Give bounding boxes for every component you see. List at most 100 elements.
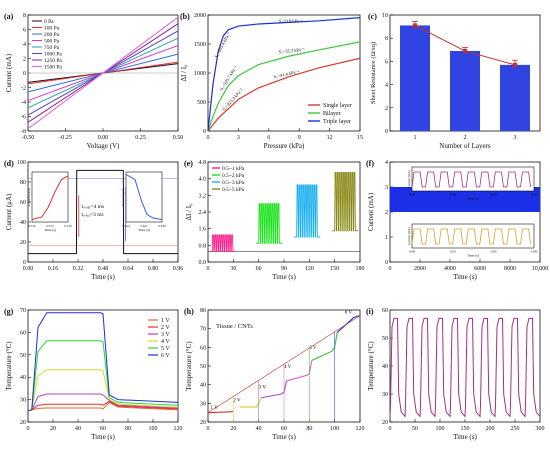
current-trace xyxy=(28,169,178,255)
inset-tick-label: 8100 xyxy=(449,193,456,197)
inset-tick-label: 0.627 xyxy=(140,224,148,228)
legend-label: 1250 Pa xyxy=(44,58,62,64)
x-tick-label: 60 xyxy=(281,426,287,432)
x-tick-label: 100 xyxy=(436,426,445,432)
x-tick-label: 0.96 xyxy=(173,266,184,272)
panel-label: (h) xyxy=(184,307,194,316)
y-tick-label: -2 xyxy=(21,86,26,92)
y-tick-label: 80 xyxy=(20,180,26,186)
y-tick-label: 0.8 xyxy=(199,243,207,249)
x-axis-label: Time (s) xyxy=(91,273,115,281)
temperature-step-trace xyxy=(261,380,288,399)
x-tick-label: 0 xyxy=(207,426,210,432)
temperature-trace xyxy=(27,340,179,412)
panel-label: (c) xyxy=(368,12,377,21)
panel-label: (b) xyxy=(180,12,190,21)
legend-label: 0.5~2 kPa xyxy=(222,173,245,179)
temperature-trace xyxy=(27,312,179,412)
y-tick-label: 0 xyxy=(385,260,388,266)
y-tick-label: 6 xyxy=(23,28,26,34)
x-tick-label: 20 xyxy=(230,426,236,432)
y-tick-label: 3.2 xyxy=(199,193,207,199)
x-tick-label: 15 xyxy=(357,135,363,141)
x-tick-label: 150 xyxy=(461,426,470,432)
inset-y-label: Current (μA) xyxy=(27,187,31,206)
x-tick-label: 180 xyxy=(356,266,365,272)
series-line xyxy=(207,17,361,132)
y-tick-label: 0 xyxy=(23,71,26,77)
inset-tick-label: 8200 xyxy=(490,193,497,197)
legend-label: 5 V xyxy=(161,346,170,352)
y-tick-label: 60 xyxy=(20,200,26,206)
x-tick-label: 8000 xyxy=(504,266,516,272)
panel-label: (e) xyxy=(184,159,193,168)
y-tick-label: 30 xyxy=(382,392,388,398)
x-tick-label: 2000 xyxy=(414,266,426,272)
inset-tick-label: 0.316 xyxy=(64,224,72,228)
bar xyxy=(450,50,480,131)
legend-label: Bilayer xyxy=(323,111,341,117)
y-tick-label: 50 xyxy=(382,336,388,342)
x-tick-label: 6000 xyxy=(474,266,486,272)
temperature-step-trace xyxy=(286,360,313,382)
x-tick-label: 10,000 xyxy=(532,266,549,272)
temperature-step-trace xyxy=(207,411,234,414)
x-tick-label: 120 xyxy=(356,426,365,432)
y-tick-label: 0.0 xyxy=(199,260,207,266)
bar xyxy=(400,25,430,131)
legend-label: 4 V xyxy=(161,339,170,345)
x-axis-label: Voltage (V) xyxy=(87,142,120,150)
x-tick-label: 300 xyxy=(536,426,545,432)
y-axis-label: Current (μA) xyxy=(5,193,13,230)
y-tick-label: 2 xyxy=(385,210,388,216)
inset-y-label: Current (μA) xyxy=(121,187,125,206)
response-time-label: τᵣₑₛₚ=4 ms xyxy=(81,204,104,210)
x-tick-label: 100 xyxy=(149,426,158,432)
legend-label: Triple layer xyxy=(323,119,351,125)
voltage-step-label: 5 V xyxy=(309,346,317,351)
voltage-step-label: 2 V xyxy=(233,398,241,403)
panel-label: (a) xyxy=(4,12,14,21)
pressure-cycle-trace xyxy=(256,203,283,244)
panel-b: 0 3 6 9 12 15 0 500 1000 1500 2000 Pressure (kPa) ΔI… xyxy=(180,12,363,150)
y-tick-label: 4.0 xyxy=(199,177,207,183)
inset-trace xyxy=(411,171,532,188)
y-tick-label: 4 xyxy=(385,160,388,166)
y-tick-label: 2.4 xyxy=(199,210,207,216)
heating-cycle-trace xyxy=(389,317,541,418)
y-tick-label: 1500 xyxy=(194,42,206,48)
inset-frame xyxy=(411,166,535,192)
y-tick-label: 1 xyxy=(385,235,388,241)
panel-label: (d) xyxy=(4,159,14,168)
y-tick-label: 30 xyxy=(200,401,206,407)
x-axis-label: Pressure (kPa) xyxy=(264,142,305,150)
x-axis-label: Time (s) xyxy=(272,433,296,441)
legend-label: 0 Pa xyxy=(44,19,54,25)
x-tick-label: 12 xyxy=(327,135,333,141)
panel-d: 0.00 0.16 0.32 0.48 0.64 0.80 0.96 0 20 40 60 80 100… xyxy=(4,159,183,281)
y-tick-label: 0 xyxy=(385,129,388,135)
panel-a: -0.50 -0.25 0.00 0.25 0.50 -8 -6 -4 -2 0 2 4 6 8 Volta… xyxy=(4,12,183,150)
inset-trace xyxy=(31,175,69,220)
temperature-step-trace xyxy=(311,332,338,361)
inset-x-label: Time (s) xyxy=(467,197,480,201)
inset-x-label: Time (s) xyxy=(138,228,151,232)
panel-label: (f) xyxy=(366,159,374,168)
legend-label: 6 V xyxy=(161,353,170,359)
x-tick-label: 60 xyxy=(100,426,106,432)
trend-line xyxy=(207,315,361,413)
x-tick-label: 120 xyxy=(305,266,314,272)
legend-label: 3 V xyxy=(161,332,170,338)
x-tick-label: -0.50 xyxy=(22,135,35,141)
inset-trace xyxy=(125,174,163,220)
y-tick-label: 70 xyxy=(200,327,206,333)
y-tick-label: -8 xyxy=(21,129,26,135)
y-tick-label: 40 xyxy=(382,364,388,370)
legend-label: 1500 Pa xyxy=(44,65,62,71)
slope-annotation: S₁=693.4 kPa⁻¹ xyxy=(214,31,232,59)
panel-label: (i) xyxy=(366,307,374,316)
x-tick-label: 0.16 xyxy=(48,266,59,272)
inset-tick-label: 0.630 xyxy=(158,224,166,228)
series-line xyxy=(27,16,179,130)
